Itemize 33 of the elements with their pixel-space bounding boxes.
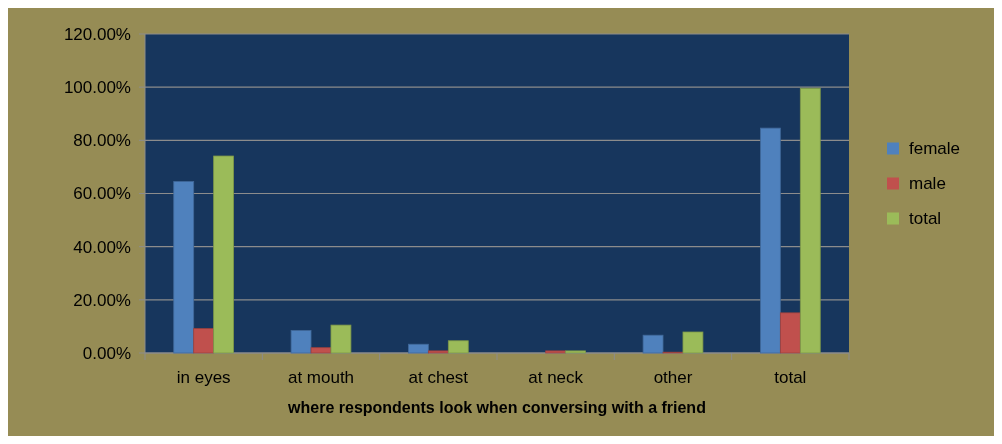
y-tick-label: 20.00% <box>73 290 131 310</box>
x-tick-label: at mouth <box>287 368 355 387</box>
legend-label: total <box>909 209 942 229</box>
y-tick-label: 100.00% <box>63 78 131 98</box>
x-axis-title: where respondents look when conversing with a friend <box>287 399 706 416</box>
y-tick-label: 80.00% <box>73 131 131 151</box>
bar <box>760 127 781 354</box>
legend-label: female <box>909 139 961 159</box>
bar <box>779 312 801 354</box>
bar <box>213 155 234 354</box>
bar <box>545 350 567 354</box>
x-tick-label: in eyes <box>176 368 231 387</box>
x-tick-label: other <box>653 368 693 387</box>
y-tick-label: 120.00% <box>63 24 131 44</box>
bar <box>565 350 586 354</box>
legend-label: male <box>909 174 946 194</box>
bar <box>682 331 704 354</box>
x-tick-label: at neck <box>528 368 584 387</box>
bar <box>642 334 664 354</box>
bar <box>330 324 352 354</box>
bar <box>408 343 429 354</box>
bar <box>290 330 312 354</box>
bar <box>427 350 449 354</box>
y-tick-label: 40.00% <box>73 237 131 257</box>
bar <box>193 328 215 354</box>
bar <box>447 340 469 354</box>
y-tick-label: 0.00% <box>82 343 131 363</box>
y-tick-label: 60.00% <box>73 184 131 204</box>
bar <box>799 87 821 354</box>
x-tick-label: total <box>774 368 807 387</box>
bar <box>173 181 195 354</box>
bar <box>310 347 332 354</box>
x-tick-label: at chest <box>408 368 469 387</box>
